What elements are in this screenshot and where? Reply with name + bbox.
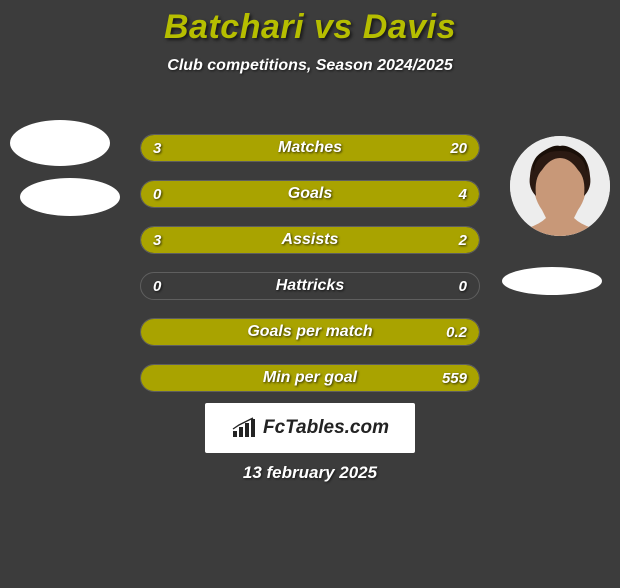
fctables-logo: FcTables.com [205, 403, 415, 453]
stat-label: Goals per match [141, 319, 479, 345]
stat-label: Min per goal [141, 365, 479, 391]
player-right-team-badge [502, 267, 602, 295]
footer-date: 13 february 2025 [0, 463, 620, 483]
stat-label: Hattricks [141, 273, 479, 299]
player-left-avatar [10, 120, 110, 166]
stat-row-hattricks: 00Hattricks [140, 272, 480, 300]
stat-label: Goals [141, 181, 479, 207]
page-title: Batchari vs Davis [0, 8, 620, 47]
stat-row-goals-per-match: 0.2Goals per match [140, 318, 480, 346]
player-right-avatar [510, 136, 610, 236]
chart-icon [231, 417, 257, 439]
stat-label: Assists [141, 227, 479, 253]
stat-label: Matches [141, 135, 479, 161]
stat-row-goals: 04Goals [140, 180, 480, 208]
player-left-team-badge [20, 178, 120, 216]
stats-bars-container: 320Matches 04Goals 32Assists 00Hattricks 0.2… [140, 134, 480, 410]
logo-text: FcTables.com [263, 417, 389, 439]
stat-row-min-per-goal: 559Min per goal [140, 364, 480, 392]
page-subtitle: Club competitions, Season 2024/2025 [0, 57, 620, 75]
stat-row-assists: 32Assists [140, 226, 480, 254]
stat-row-matches: 320Matches [140, 134, 480, 162]
